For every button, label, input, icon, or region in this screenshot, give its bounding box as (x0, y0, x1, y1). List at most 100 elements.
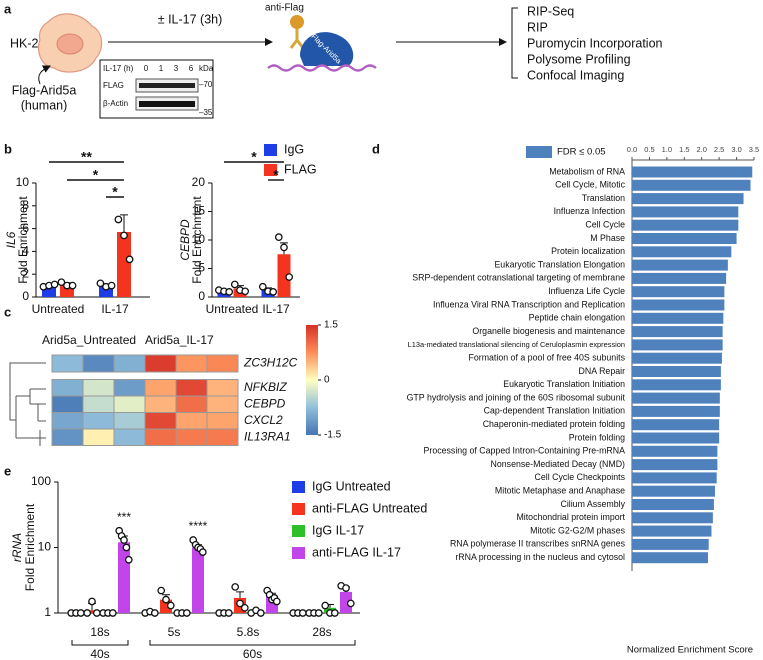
row-label: IL13RA1 (244, 429, 291, 443)
x-tick-label: 5.8s (237, 625, 260, 639)
data-point (269, 288, 278, 296)
bar (117, 232, 131, 297)
significance-label: * (273, 167, 279, 183)
bar (632, 179, 751, 191)
heatmap-cell (82, 379, 115, 397)
category-label: Protein localization (551, 246, 625, 256)
workflow-diagram: HK-2 ± IL-17 (3h) Flag-Arid5a (human) IL… (10, 3, 663, 119)
y-tick-label: 20 (192, 175, 206, 189)
legend-swatch (526, 146, 552, 158)
bar (632, 538, 709, 550)
data-point (57, 278, 66, 287)
significance-label: * (251, 149, 257, 165)
rna (267, 64, 377, 72)
protein (300, 32, 354, 66)
data-point (122, 543, 131, 552)
data-point (198, 548, 207, 556)
data-point (346, 599, 355, 608)
category-label: Mitochondrial protein import (516, 512, 625, 522)
bar (632, 525, 712, 537)
bar (632, 379, 721, 391)
data-point (321, 601, 330, 610)
blot-label: β-Actin (103, 99, 128, 108)
heatmap-cell (113, 395, 146, 413)
bar (632, 459, 718, 471)
heatmap-cell (175, 428, 208, 446)
x-tick-label: 2.5 (714, 145, 724, 154)
column-group-label: Arid5a_Untreated (42, 333, 136, 347)
heatmap-cell (206, 412, 239, 430)
data-point (83, 609, 92, 617)
bar (632, 259, 728, 271)
category-label: rRNA processing in the nucleus and cytos… (455, 552, 625, 562)
category-label: Influenza Life Cycle (548, 286, 625, 296)
data-point (314, 609, 323, 617)
assay: Confocal Imaging (527, 68, 624, 82)
data-point (240, 603, 249, 612)
bar (632, 366, 721, 377)
heatmap-cell (175, 395, 208, 413)
assay: Polysome Profiling (527, 52, 631, 66)
legend-label: FLAG (284, 162, 317, 176)
colorbar-tick-label: -1.5 (324, 430, 342, 441)
significance-label: *** (117, 510, 131, 524)
category-label: Mitotic G2-G2/M phases (530, 525, 625, 535)
heatmap-cell (175, 412, 208, 430)
nucleus (56, 33, 84, 55)
assay: RIP (527, 20, 548, 34)
y-tick-label: 6 (22, 221, 29, 235)
heatmap-cell (51, 428, 84, 446)
category-label: Peptide chain elongation (529, 313, 625, 323)
error-bar (236, 591, 244, 598)
x-tick-label: 1.5 (679, 145, 689, 154)
bar (632, 499, 714, 510)
row-label: ZC3H12C (243, 356, 298, 370)
bar (340, 591, 352, 613)
legend-label: IgG IL-17 (312, 523, 364, 537)
category-label: Cell Cycle Checkpoints (535, 472, 626, 482)
bead (290, 15, 304, 29)
data-point (124, 555, 133, 564)
x-tick-label: Untreated (32, 302, 85, 316)
data-point (96, 279, 105, 288)
x-tick-label: 2.0 (696, 145, 706, 154)
heatmap-cell (144, 379, 177, 397)
heatmap-cell (113, 412, 146, 430)
data-point (157, 586, 166, 595)
bar (99, 285, 113, 297)
y-axis-label: Fold Enrichment (190, 196, 204, 284)
data-point (162, 595, 170, 604)
axis (35, 183, 150, 298)
blot-label: kDa (199, 64, 214, 73)
blot-label: 0 (144, 64, 149, 73)
heatmap-cell (206, 428, 239, 446)
category-label: Mitotic Metaphase and Anaphase (495, 486, 625, 496)
heatmap-cell (113, 428, 146, 446)
data-point (298, 609, 307, 617)
category-label: Metabolism of RNA (549, 166, 625, 176)
heatmap-cell (144, 354, 177, 373)
y-tick-label: 2 (22, 266, 29, 280)
blot-label: FLAG (103, 81, 124, 90)
bar (632, 339, 723, 351)
heatmap-cell (51, 395, 84, 413)
category-label: Cap-dependent Translation Initiation (484, 406, 625, 416)
legend-swatch (264, 164, 277, 176)
category-label: Organelle biogenesis and maintenance (472, 326, 625, 336)
bar (632, 352, 722, 364)
significance-label: **** (189, 519, 208, 533)
panel-label: b (4, 141, 12, 156)
data-point (107, 281, 116, 290)
heatmap-cell (51, 412, 84, 430)
blot-label: 6 (189, 64, 194, 73)
legend-swatch (292, 547, 305, 559)
x-tick-label: 3.5 (749, 145, 759, 154)
legend-label: FDR ≤ 0.05 (557, 147, 606, 158)
x-tick-label: IL-17 (101, 302, 129, 316)
bar (86, 610, 98, 613)
heatmap-cell (206, 354, 239, 373)
category-label: Nonsense-Mediated Decay (NMD) (491, 459, 626, 469)
data-point (76, 609, 85, 617)
bar (632, 445, 718, 457)
